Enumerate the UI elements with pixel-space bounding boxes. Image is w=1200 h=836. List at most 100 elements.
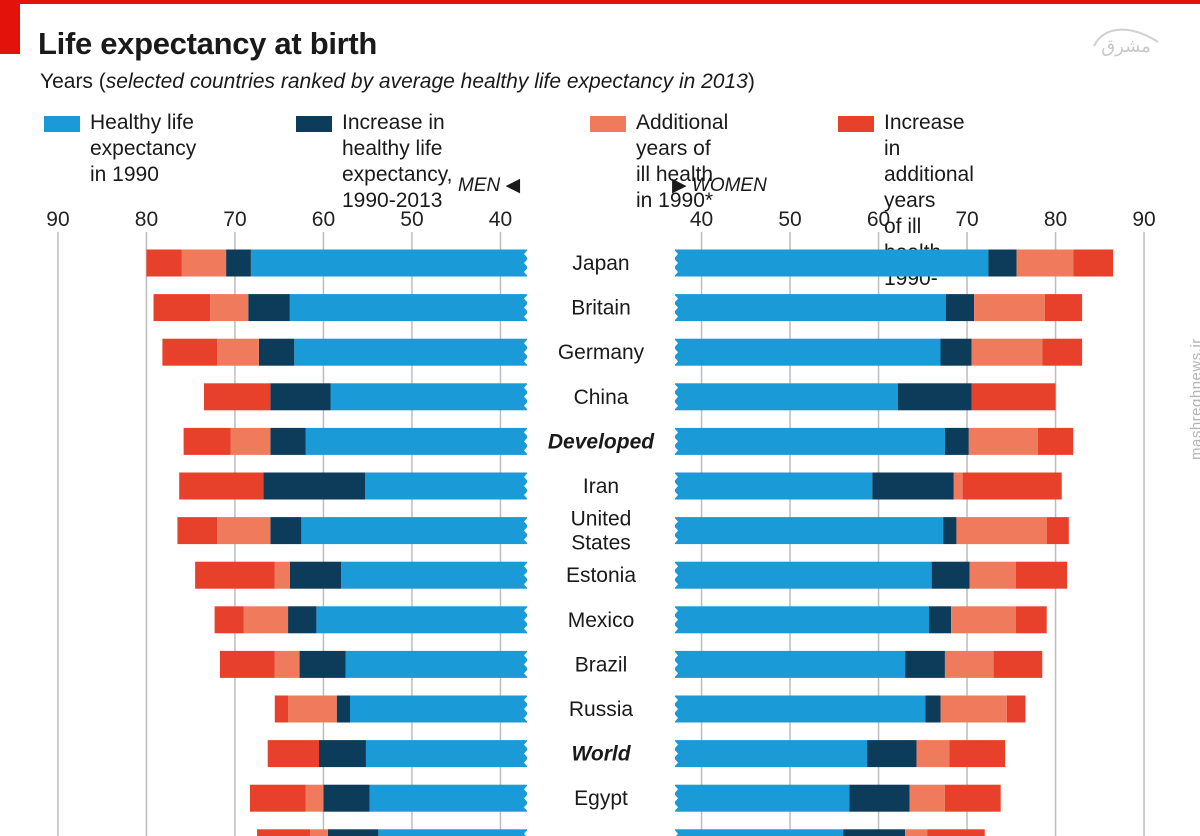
men-bar-healthy-1990-developed (305, 427, 527, 455)
men-bar-increase-healthy-egypt (323, 784, 370, 812)
women-bar-healthy-1990-row-13 (675, 829, 844, 836)
men-bar-increase-healthy-iran (263, 472, 366, 500)
men-bar-increase-ill-united-states (177, 517, 218, 545)
men-bar-break-russia (524, 695, 530, 723)
men-tick-label-70: 70 (223, 208, 246, 231)
men-bar-increase-healthy-estonia (289, 561, 342, 589)
women-tick-label-90: 90 (1132, 208, 1155, 231)
women-bar-increase-healthy-brazil (905, 650, 945, 678)
women-bar-break-germany (672, 338, 678, 366)
women-bar-break-britain (672, 294, 678, 322)
category-label-line: China (574, 386, 629, 409)
women-bar-increase-healthy-egypt (849, 784, 910, 812)
men-bar-healthy-1990-china (330, 383, 527, 411)
women-bar-break-japan (672, 249, 678, 277)
women-bar-increase-healthy-developed (944, 427, 969, 455)
women-bar-healthy-1990-russia (675, 695, 926, 723)
men-tick-label-40: 40 (489, 208, 512, 231)
subtitle-italic: selected countries ranked by average hea… (105, 70, 748, 93)
women-bar-break-egypt (672, 784, 678, 812)
women-bar-ill-1990-united-states (956, 517, 1047, 545)
legend-label-healthy-1990: Healthy life expectancy in 1990 (90, 111, 197, 186)
subtitle-prefix: Years ( (40, 70, 106, 93)
men-bar-ill-1990-russia (288, 695, 337, 723)
women-bar-break-russia (672, 695, 678, 723)
row-russia: Russia (274, 695, 1026, 723)
women-side-label: ▶ WOMEN (672, 175, 767, 196)
category-label-line: Japan (572, 252, 629, 275)
women-bar-healthy-1990-mexico (675, 606, 929, 634)
category-label-line: States (571, 532, 631, 555)
men-bar-ill-1990-mexico (243, 606, 289, 634)
women-bar-break-iran (672, 472, 678, 500)
men-bar-increase-ill-world (267, 740, 320, 768)
women-bar-increase-ill-brazil (993, 650, 1043, 678)
men-bar-increase-healthy-russia (336, 695, 350, 723)
category-label-estonia: Estonia (566, 564, 636, 587)
men-bar-increase-ill-developed (183, 427, 231, 455)
top-accent-rule (0, 0, 1200, 4)
men-bar-healthy-1990-brazil (345, 650, 527, 678)
women-bar-ill-1990-developed (968, 427, 1038, 455)
women-bar-increase-ill-united-states (1046, 517, 1069, 545)
women-bar-increase-healthy-united-states (943, 517, 957, 545)
women-bar-increase-ill-row-13 (927, 829, 985, 836)
women-bar-increase-healthy-world (867, 740, 917, 768)
men-bar-increase-healthy-mexico (288, 606, 317, 634)
men-side-label: MEN ◀ (458, 175, 521, 196)
women-bar-healthy-1990-egypt (675, 784, 850, 812)
men-bar-break-china (524, 383, 530, 411)
men-bar-break-britain (524, 294, 530, 322)
men-bar-break-brazil (524, 650, 530, 678)
category-label-line: United (571, 508, 632, 531)
women-bar-increase-healthy-germany (940, 338, 972, 366)
men-bar-healthy-1990-britain (289, 294, 527, 322)
category-label-line: Russia (569, 698, 634, 721)
women-bar-ill-1990-mexico (951, 606, 1016, 634)
women-bar-ill-1990-iran (953, 472, 963, 500)
women-bar-increase-healthy-mexico (928, 606, 952, 634)
category-label-japan: Japan (572, 252, 629, 275)
legend-label-ill-1990: Additional years of ill health in 1990* (636, 111, 729, 212)
men-bar-increase-ill-china (203, 383, 271, 411)
category-label-developed: Developed (548, 430, 655, 453)
women-bar-break-row-13 (672, 829, 678, 836)
men-bar-increase-ill-russia (274, 695, 289, 723)
category-label-line: Germany (558, 341, 645, 364)
women-tick-label-80: 80 (1044, 208, 1067, 231)
women-bar-ill-1990-row-13 (905, 829, 928, 836)
men-bar-break-iran (524, 472, 530, 500)
men-bar-ill-1990-developed (230, 427, 271, 455)
men-bar-increase-ill-japan (146, 249, 182, 277)
women-bar-healthy-1990-estonia (675, 561, 932, 589)
women-bar-ill-1990-germany (971, 338, 1043, 366)
women-bar-healthy-1990-china (675, 383, 899, 411)
category-label-line: Mexico (568, 609, 635, 632)
men-bar-healthy-1990-united-states (301, 517, 527, 545)
row-britain: Britain (153, 294, 1083, 322)
men-bar-break-estonia (524, 561, 530, 589)
men-bar-increase-healthy-row-13 (327, 829, 379, 836)
men-bar-healthy-1990-iran (365, 472, 527, 500)
category-label-line: Brazil (575, 653, 628, 676)
category-label-united-states: United States (571, 508, 632, 555)
women-bar-break-china (672, 383, 678, 411)
category-label-line: Egypt (574, 787, 628, 810)
category-label-egypt: Egypt (574, 787, 628, 810)
men-bar-ill-1990-estonia (274, 561, 290, 589)
row-estonia: Estonia (195, 561, 1068, 589)
women-bar-increase-ill-developed (1037, 427, 1074, 455)
men-bar-break-developed (524, 427, 530, 455)
men-bar-ill-1990-germany (217, 338, 259, 366)
category-label-china: China (574, 386, 629, 409)
men-bar-healthy-1990-estonia (341, 561, 527, 589)
category-label-world: World (571, 743, 631, 766)
category-label-line: World (571, 743, 631, 766)
women-bar-ill-1990-egypt (909, 784, 945, 812)
category-label-germany: Germany (558, 341, 645, 364)
men-bar-ill-1990-britain (210, 294, 249, 322)
men-bar-ill-1990-united-states (217, 517, 271, 545)
women-bar-break-estonia (672, 561, 678, 589)
men-bar-break-row-13 (524, 829, 530, 836)
women-bar-break-united-states (672, 517, 678, 545)
